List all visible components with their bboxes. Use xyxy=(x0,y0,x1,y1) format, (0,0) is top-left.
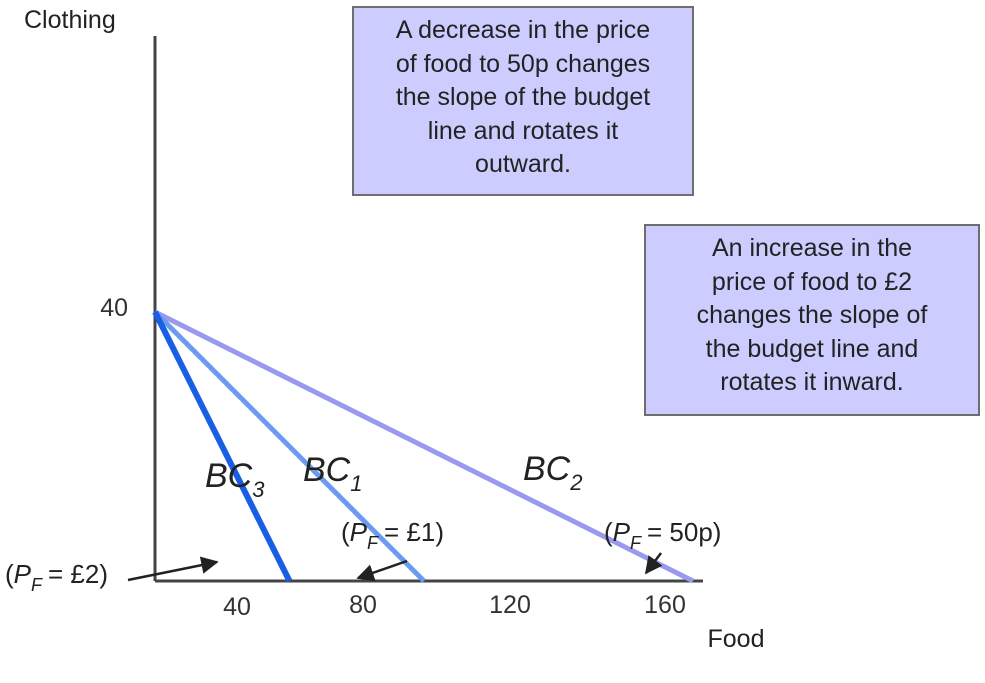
budget-line-bc1 xyxy=(153,310,426,583)
y-tick-label: 40 xyxy=(100,294,128,322)
budget-line-bc3 xyxy=(152,310,293,583)
y-axis-label: Clothing xyxy=(24,6,116,34)
annotation-line: the budget line and xyxy=(705,334,919,363)
annotation-line: the slope of the budget xyxy=(395,83,651,111)
x-tick-label: 80 xyxy=(349,591,377,619)
annotation-line: outward. xyxy=(475,150,571,178)
annotation-price-decrease: A decrease in the price of food to 50p c… xyxy=(352,6,694,196)
series-label-bc3: BC3 xyxy=(205,457,265,502)
x-tick-label: 160 xyxy=(644,591,686,619)
price-label-bc1: (PF = £1) xyxy=(341,517,444,553)
price-label-bc3: (PF = £2) xyxy=(5,559,108,595)
annotation-line: rotates it inward. xyxy=(720,368,904,396)
x-axis-label: Food xyxy=(708,625,765,653)
arrow-bc2-intercept xyxy=(644,552,663,575)
x-tick-label: 120 xyxy=(489,591,531,619)
price-label-bc2: (PF = 50p) xyxy=(604,517,721,553)
budget-line-bc2 xyxy=(153,309,695,584)
annotation-line: An increase in the xyxy=(711,234,913,262)
annotation-line: of food to 50p changes xyxy=(395,49,651,78)
series-label-bc1: BC1 xyxy=(303,451,362,496)
arrow-bc1-intercept xyxy=(356,559,408,582)
annotation-line: A decrease in the price xyxy=(395,16,651,44)
x-tick-label: 40 xyxy=(223,593,251,621)
annotation-line: changes the slope of xyxy=(696,301,928,329)
annotation-line: price of food to £2 xyxy=(711,267,913,296)
series-label-bc2: BC2 xyxy=(523,450,582,495)
annotation-line: line and rotates it xyxy=(427,116,619,145)
annotation-price-increase: An increase in the price of food to £2 c… xyxy=(644,224,980,416)
arrow-bc3-intercept xyxy=(127,556,219,582)
